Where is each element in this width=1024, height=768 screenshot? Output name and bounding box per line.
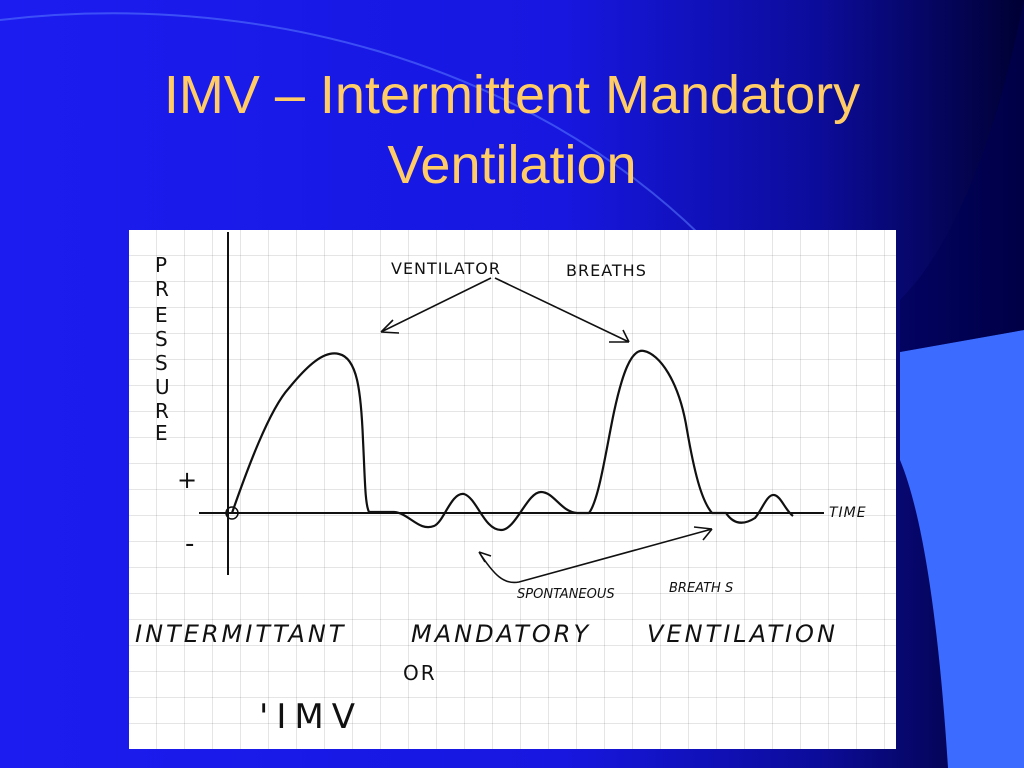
plus-sign: + [177,466,197,494]
slide-title: IMV – Intermittent Mandatory Ventilation [60,60,964,200]
caption-word-1: INTERMITTANT [135,620,346,648]
diagram-svg: P R E S S U R E + - VENTILATOR BREATHS S… [135,232,867,737]
y-axis-letter: R [155,399,169,423]
highlight-arc [0,12,701,236]
arrow-to-second-breath [494,277,630,343]
x-axis-label: TIME [829,505,867,521]
annotation-ventilator: VENTILATOR [391,259,501,278]
annotation-spontaneous-breaths: BREATH S [669,581,733,596]
y-axis-letter: U [155,375,170,399]
title-line-1: IMV – Intermittent Mandatory [163,65,861,125]
title-line-2: Ventilation [387,135,637,195]
arrow-to-first-breath [380,277,492,334]
annotation-breaths: BREATHS [566,261,647,280]
dark-sweep-shape [900,0,1024,352]
y-axis-letter: E [155,421,168,445]
annotation-spontaneous: SPONTANEOUS [517,587,615,602]
pressure-waveform [230,349,794,532]
hand-drawn-diagram: P R E S S U R E + - VENTILATOR BREATHS S… [129,230,896,749]
y-axis-letter: R [155,277,169,301]
spontaneous-breaths-arrows [478,526,713,584]
accent-wave-shape [900,330,1024,768]
minus-sign: - [185,529,194,559]
caption-or: OR [403,661,437,685]
caption-word-3: VENTILATION [647,620,838,648]
caption-abbreviation: 'IMV [259,697,363,737]
y-axis-letter: E [155,303,168,327]
origin-marker [225,506,239,520]
y-axis-letter: S [155,327,168,351]
y-axis-letter: P [155,253,167,277]
caption-word-2: MANDATORY [411,620,591,648]
y-axis-letter: S [155,351,168,375]
